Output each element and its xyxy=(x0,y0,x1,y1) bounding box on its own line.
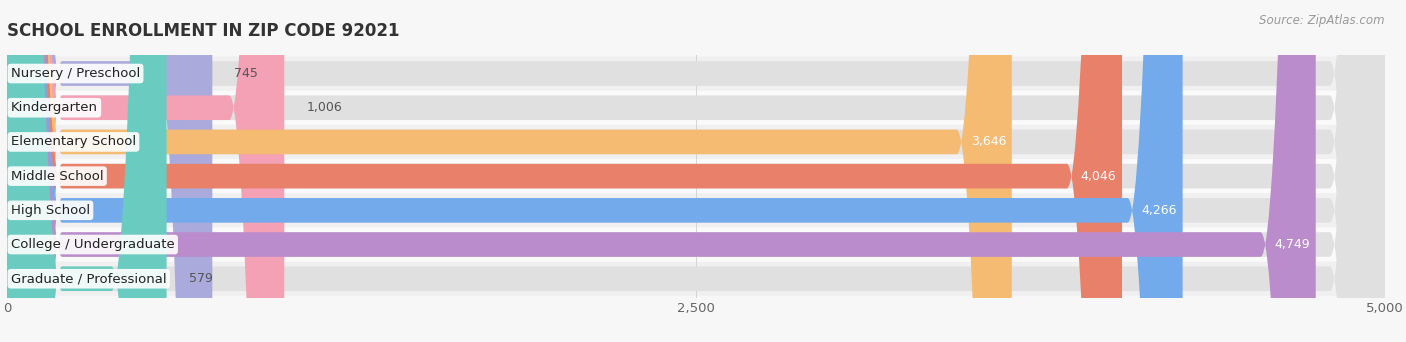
Text: Source: ZipAtlas.com: Source: ZipAtlas.com xyxy=(1260,14,1385,27)
Text: 4,266: 4,266 xyxy=(1142,204,1177,217)
Text: 1,006: 1,006 xyxy=(307,101,342,114)
Text: Middle School: Middle School xyxy=(11,170,104,183)
FancyBboxPatch shape xyxy=(7,0,1122,342)
Text: High School: High School xyxy=(11,204,90,217)
Text: 4,749: 4,749 xyxy=(1275,238,1310,251)
FancyBboxPatch shape xyxy=(7,227,1385,262)
FancyBboxPatch shape xyxy=(7,0,1385,342)
Text: Kindergarten: Kindergarten xyxy=(11,101,98,114)
FancyBboxPatch shape xyxy=(7,0,1316,342)
FancyBboxPatch shape xyxy=(7,0,1385,342)
Text: 3,646: 3,646 xyxy=(970,135,1007,148)
FancyBboxPatch shape xyxy=(7,0,1385,342)
FancyBboxPatch shape xyxy=(7,0,1385,342)
FancyBboxPatch shape xyxy=(7,125,1385,159)
FancyBboxPatch shape xyxy=(7,262,1385,296)
Text: Graduate / Professional: Graduate / Professional xyxy=(11,272,166,285)
Text: SCHOOL ENROLLMENT IN ZIP CODE 92021: SCHOOL ENROLLMENT IN ZIP CODE 92021 xyxy=(7,22,399,40)
Text: Nursery / Preschool: Nursery / Preschool xyxy=(11,67,141,80)
Text: College / Undergraduate: College / Undergraduate xyxy=(11,238,174,251)
FancyBboxPatch shape xyxy=(7,91,1385,125)
FancyBboxPatch shape xyxy=(7,0,1012,342)
FancyBboxPatch shape xyxy=(7,0,1385,342)
FancyBboxPatch shape xyxy=(7,159,1385,193)
FancyBboxPatch shape xyxy=(7,56,1385,91)
FancyBboxPatch shape xyxy=(7,193,1385,227)
Text: 745: 745 xyxy=(235,67,259,80)
FancyBboxPatch shape xyxy=(7,0,212,342)
FancyBboxPatch shape xyxy=(7,0,166,342)
Text: 579: 579 xyxy=(188,272,212,285)
FancyBboxPatch shape xyxy=(7,0,1385,342)
Text: Elementary School: Elementary School xyxy=(11,135,136,148)
FancyBboxPatch shape xyxy=(7,0,1182,342)
Text: 4,046: 4,046 xyxy=(1081,170,1116,183)
FancyBboxPatch shape xyxy=(7,0,1385,342)
FancyBboxPatch shape xyxy=(7,0,284,342)
